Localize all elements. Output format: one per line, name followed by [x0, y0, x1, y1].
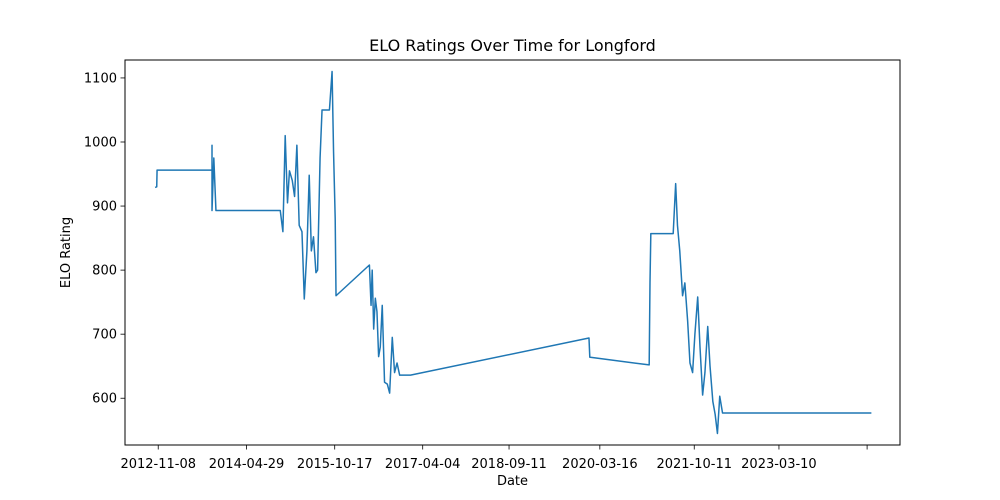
x-axis: 2012-11-08 2014-04-29 2015-10-17 2017-04-04… — [120, 445, 868, 472]
x-tick-label: 2014-04-29 — [209, 457, 285, 472]
y-axis-label: ELO Rating — [59, 217, 74, 288]
x-axis-label: Date — [497, 474, 528, 489]
series-line-0 — [154, 70, 872, 435]
x-tick-label: 2017-04-04 — [385, 457, 461, 472]
y-axis: 600 700 800 900 1000 1100 — [84, 71, 125, 407]
x-tick-label: 2015-10-17 — [297, 457, 373, 472]
chart-title: ELO Ratings Over Time for Longford — [369, 36, 656, 55]
plot-area — [154, 70, 872, 435]
y-tick-label: 900 — [92, 200, 117, 215]
axes-frame — [124, 59, 901, 446]
x-tick-label: 2012-11-08 — [120, 457, 196, 472]
x-tick-label: 2018-09-11 — [471, 457, 547, 472]
x-tick-label: 2021-10-11 — [656, 457, 732, 472]
y-tick-label: 1000 — [84, 135, 117, 150]
y-tick-label: 600 — [92, 392, 117, 407]
x-tick-label: 2023-03-10 — [741, 457, 817, 472]
y-tick-label: 800 — [92, 264, 117, 279]
y-tick-label: 1100 — [84, 71, 117, 86]
x-tick-label: 2020-03-16 — [562, 457, 638, 472]
y-tick-label: 700 — [92, 328, 117, 343]
